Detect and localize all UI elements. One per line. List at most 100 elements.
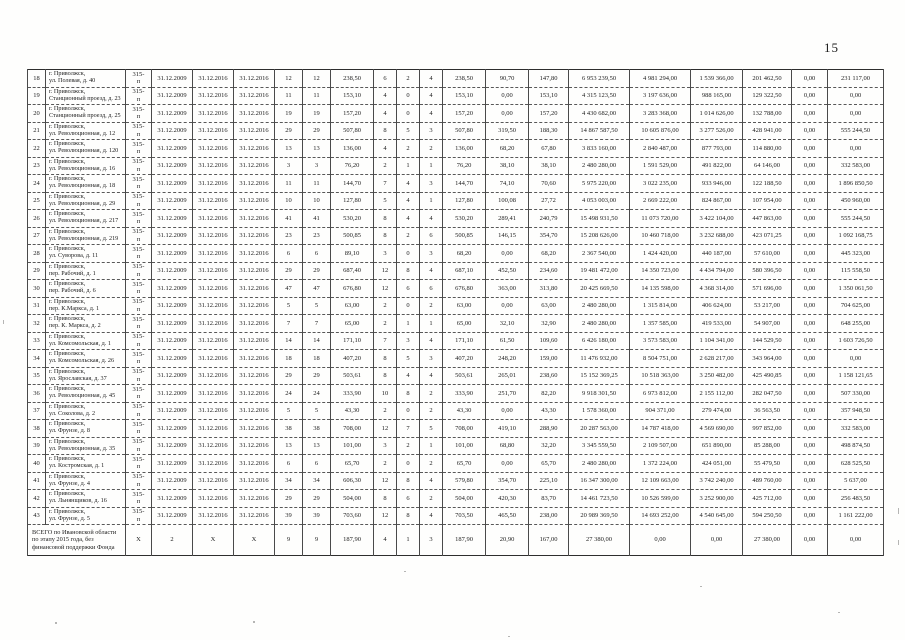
table-cell: 31.12.2016 [233, 384, 275, 403]
table-cell: 6 [302, 244, 331, 263]
table-cell: 498 874,50 [827, 436, 884, 455]
table-cell: 315- п [125, 244, 152, 263]
table-cell: 15 208 626,00 [568, 226, 630, 245]
table-cell: 1 424 420,00 [629, 244, 691, 263]
table-cell: 144 529,50 [742, 331, 792, 350]
table-cell: 31.12.2009 [151, 454, 193, 473]
table-cell: 31.12.2016 [192, 384, 234, 403]
table-cell: 628 525,50 [827, 454, 884, 473]
table-cell: 423 071,25 [742, 226, 792, 245]
table-cell: 31.12.2016 [233, 314, 275, 333]
table-cell: 1 [419, 191, 443, 210]
table-cell: 238,00 [528, 506, 569, 525]
table-cell: 5 637,00 [827, 471, 884, 490]
table-cell: 29 [274, 489, 303, 508]
table-cell: г. Приволжск, ул. Фрунзе, д. 5 [45, 506, 126, 525]
table-cell: 8 [396, 471, 420, 490]
total-cell: X [125, 524, 152, 556]
scan-speck [700, 586, 702, 587]
table-cell: 31.12.2009 [151, 296, 193, 315]
table-cell: 6 [274, 244, 303, 263]
table-cell: 85 288,00 [742, 436, 792, 455]
table-cell: 31.12.2016 [192, 419, 234, 438]
table-cell: 23 [274, 226, 303, 245]
table-cell: 12 [373, 471, 397, 490]
table-cell: 3 573 583,00 [629, 331, 691, 350]
table-cell: 31.12.2016 [192, 401, 234, 420]
table-cell: 82,20 [528, 384, 569, 403]
table-cell: 3 [419, 174, 443, 193]
table-cell: 0,00 [791, 471, 828, 490]
table-cell: 31.12.2016 [233, 86, 275, 105]
table-cell: 13 [302, 139, 331, 158]
table-cell: 0,00 [791, 314, 828, 333]
table-cell: 315- п [125, 506, 152, 525]
table-cell: 20 [27, 104, 46, 123]
table-cell: 6 [419, 279, 443, 298]
table-row: 28 г. Приволжск, ул. Суворова, д. 11 315- … [27, 244, 884, 263]
table-cell: 580 396,50 [742, 261, 792, 280]
table-cell: 65,70 [442, 454, 486, 473]
table-cell: 1 896 850,50 [827, 174, 884, 193]
table-cell: 0,00 [485, 104, 529, 123]
table-cell: 31.12.2016 [233, 349, 275, 368]
table-cell: 3 [302, 156, 331, 175]
table-cell: 1 [419, 156, 443, 175]
table-cell: 0,00 [485, 296, 529, 315]
table-cell: 31.12.2009 [151, 226, 193, 245]
table-cell: 315- п [125, 349, 152, 368]
table-cell: 63,00 [330, 296, 374, 315]
table-cell: г. Приволжск, пер. Рабочий, д. 6 [45, 279, 126, 298]
table-cell: 19 481 472,00 [568, 261, 630, 280]
table-cell: 1 315 814,00 [629, 296, 691, 315]
table-cell: 238,60 [528, 366, 569, 385]
table-cell: 8 [396, 261, 420, 280]
table-cell: 1 [396, 156, 420, 175]
table-cell: г. Приволжск, пер. К.Маркса, д. 1 [45, 296, 126, 315]
table-cell: 4 368 314,00 [690, 279, 743, 298]
table-cell: 3 [419, 349, 443, 368]
table-cell: 65,00 [442, 314, 486, 333]
table-row: 24 г. Приволжск, ул. Революционная, д. 18… [27, 174, 884, 193]
table-cell: 31.12.2009 [151, 174, 193, 193]
table-cell: 34 [27, 349, 46, 368]
table-cell: 31.12.2009 [151, 156, 193, 175]
table-cell: 0,00 [791, 104, 828, 123]
table-cell: 315- п [125, 401, 152, 420]
table-cell: 703,60 [330, 506, 374, 525]
table-cell: 29 [302, 261, 331, 280]
table-cell: 101,00 [442, 436, 486, 455]
table-cell: 651 890,00 [690, 436, 743, 455]
table-cell: 32,20 [528, 436, 569, 455]
table-cell: 8 [373, 209, 397, 228]
table-cell: г. Приволжск, ул. Комсомольская, д. 1 [45, 331, 126, 350]
table-cell: 0,00 [791, 226, 828, 245]
table-cell: 0 [396, 86, 420, 105]
table-cell: 188,30 [528, 121, 569, 140]
table-cell: 10 [302, 191, 331, 210]
table-cell: 4 [419, 366, 443, 385]
table-cell: 31.12.2016 [192, 226, 234, 245]
total-cell: 2 [151, 524, 193, 556]
table-cell: г. Приволжск, ул. Комсомольская, д. 26 [45, 349, 126, 368]
table-cell: 64 146,00 [742, 156, 792, 175]
table-cell: 3 [373, 436, 397, 455]
table-cell: 333,90 [442, 384, 486, 403]
table-cell: г. Приволжск, ул. Фрунзе, д. 4 [45, 471, 126, 490]
table-cell: 12 [373, 419, 397, 438]
table-cell: 18 [274, 349, 303, 368]
table-cell: 63,00 [442, 296, 486, 315]
table-cell: 0,00 [791, 454, 828, 473]
table-row: 34 г. Приволжск, ул. Комсомольская, д. 26… [27, 349, 884, 368]
table-cell: 354,70 [528, 226, 569, 245]
table-cell: 238,50 [330, 69, 374, 88]
table-cell: 14 [302, 331, 331, 350]
table-cell: 5 [373, 191, 397, 210]
table-cell: 3 833 160,00 [568, 139, 630, 158]
page-number: 15 [824, 40, 839, 55]
table-cell: 315- п [125, 104, 152, 123]
table-cell: 3 [419, 121, 443, 140]
table-cell: 231 117,00 [827, 69, 884, 88]
table-cell: 8 [396, 384, 420, 403]
table-cell: 32,10 [485, 314, 529, 333]
